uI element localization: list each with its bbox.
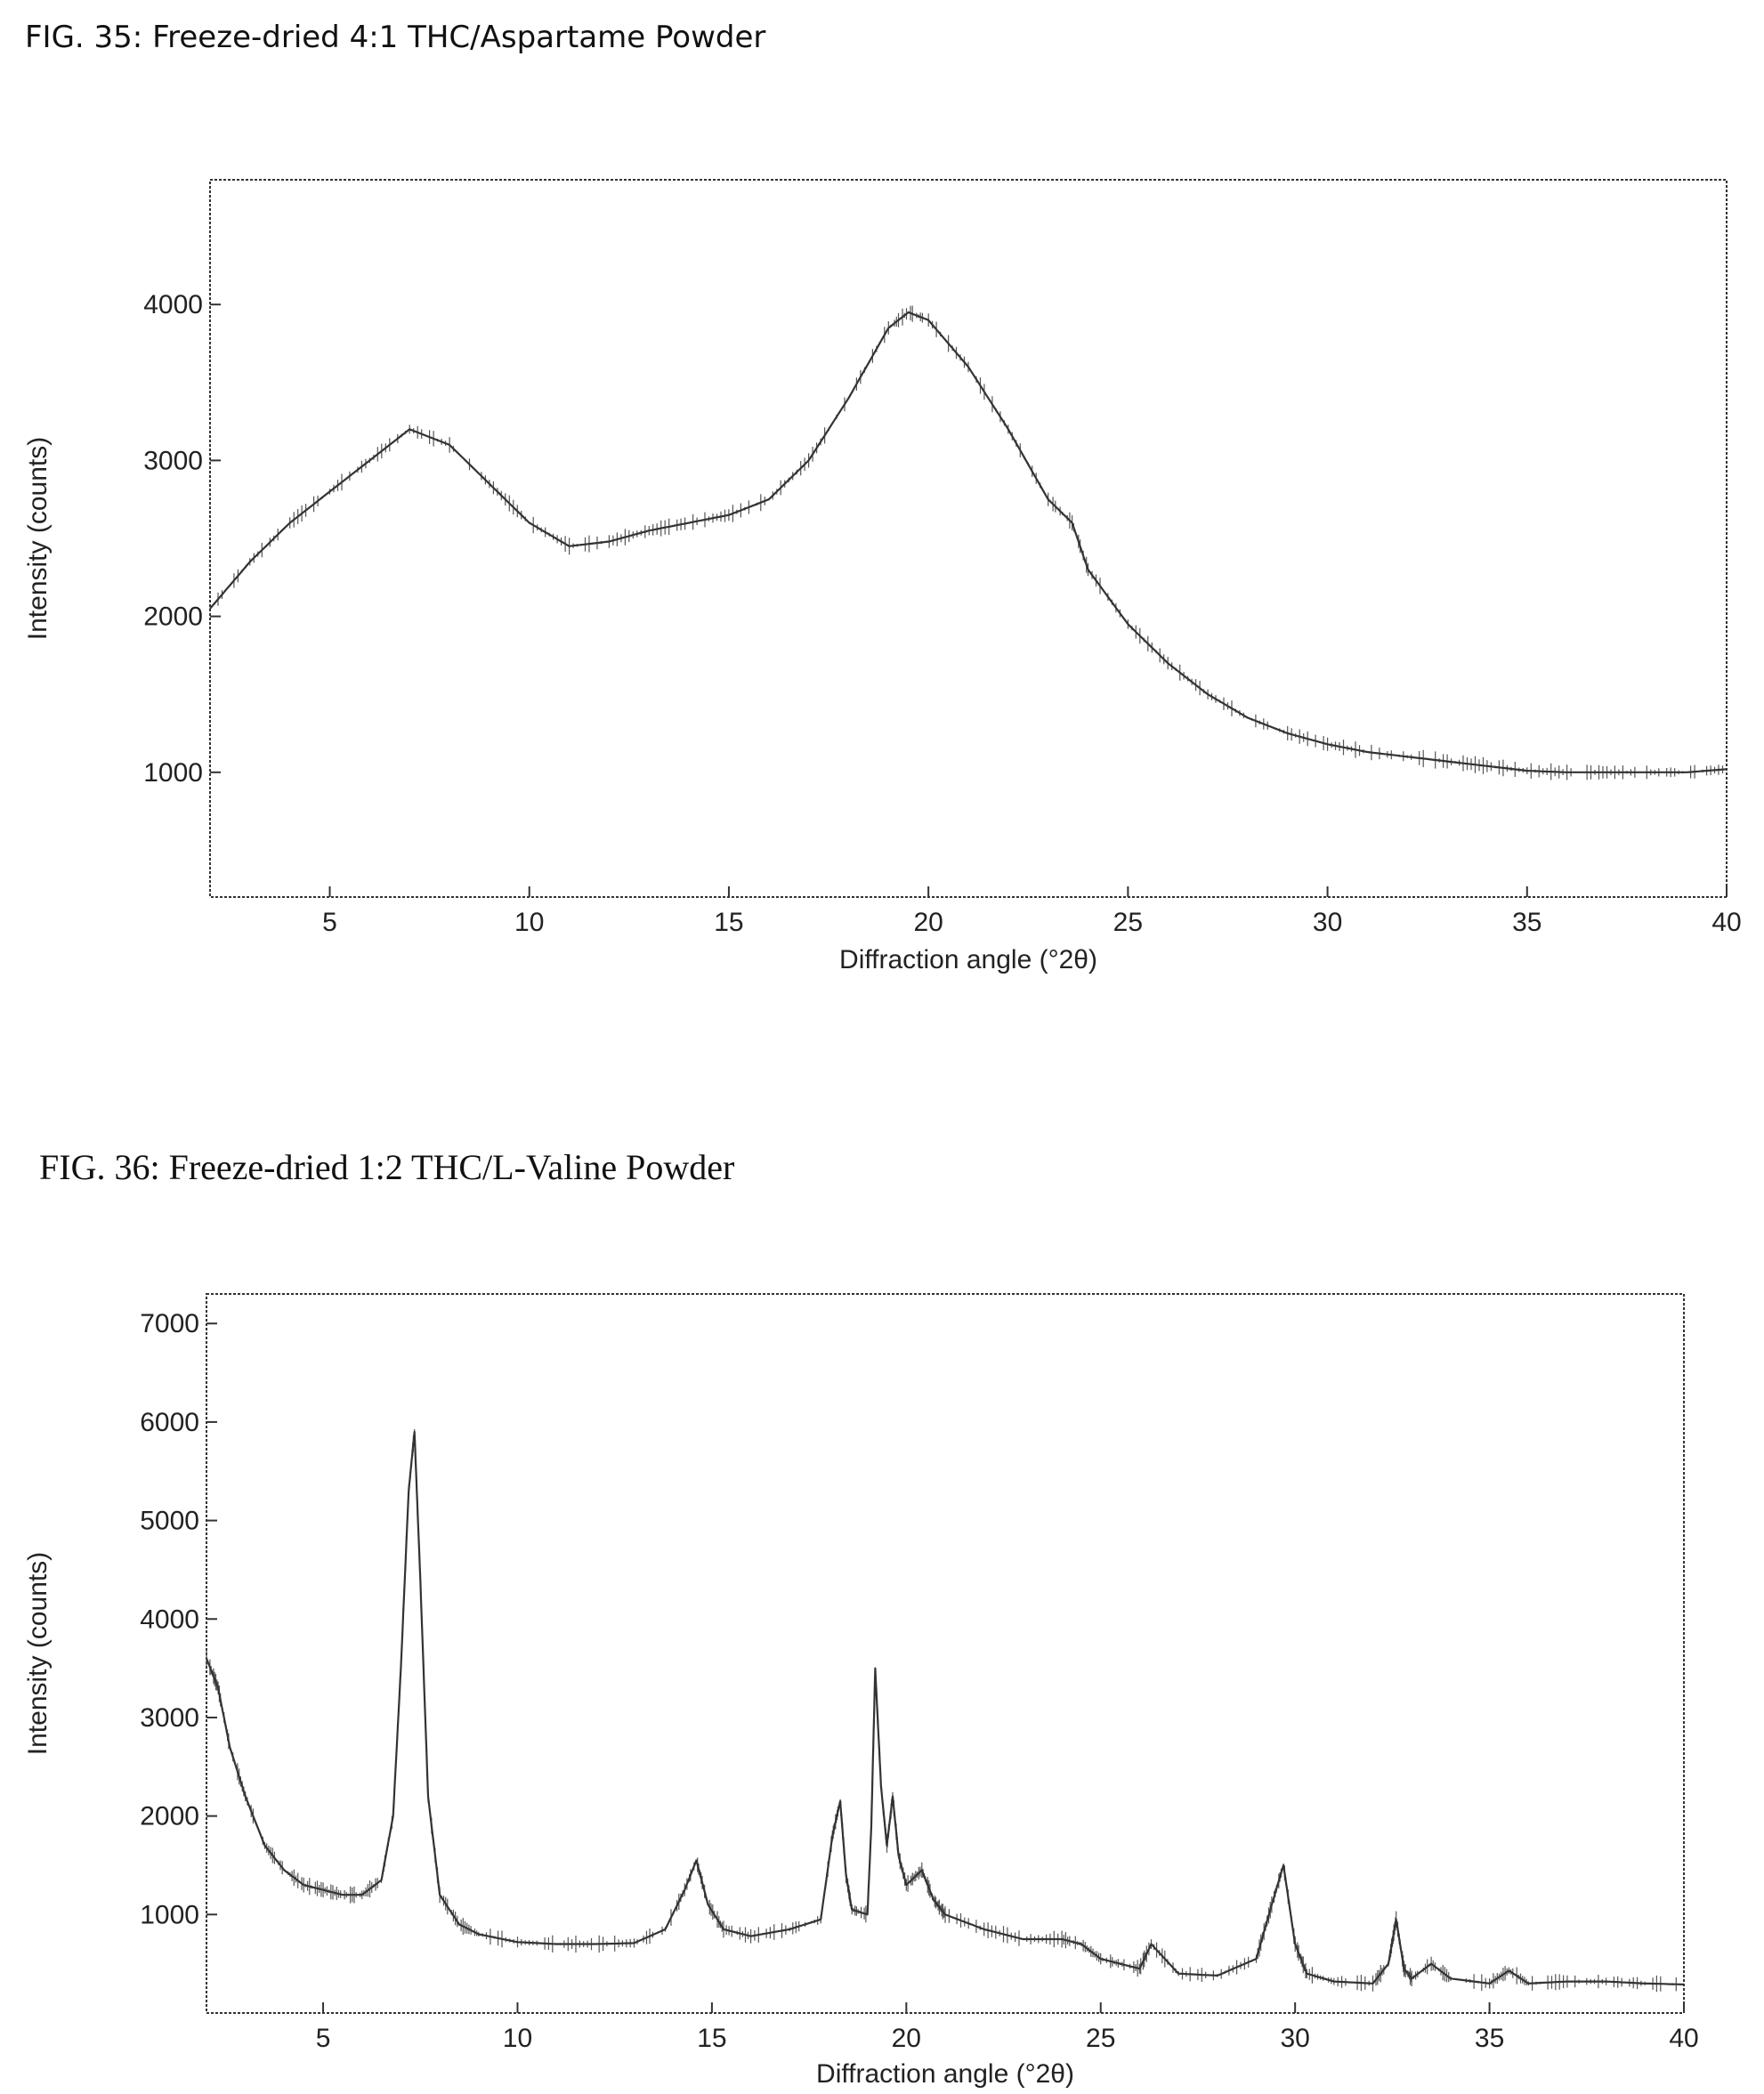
y-tick-label: 1000 [140,1900,199,1929]
x-tick-label: 30 [1313,908,1342,937]
x-tick-label: 10 [514,908,544,937]
x-tick-label: 40 [1711,908,1741,937]
x-tick-label: 15 [697,2024,726,2053]
x-tick-label: 30 [1280,2024,1309,2053]
x-tick-label: 40 [1669,2024,1698,2053]
y-tick-label: 3000 [143,446,203,475]
x-tick-label: 5 [322,908,337,937]
x-tick-label: 25 [1113,908,1143,937]
figure-36-title: FIG. 36: Freeze-dried 1:2 THC/L-Valine P… [39,1147,735,1187]
series-line [209,311,1728,773]
y-tick-label: 5000 [140,1507,199,1536]
y-tick-label: 2000 [143,602,203,632]
y-axis-label: Intensity (counts) [23,437,53,640]
y-tick-label: 4000 [143,290,203,319]
y-tick-label: 3000 [140,1703,199,1733]
figure-35-title: FIG. 35: Freeze-dried 4:1 THC/Aspartame … [25,20,766,55]
plot-frame [209,179,1728,898]
x-axis-label: Diffraction angle (°2θ) [816,2059,1074,2089]
x-tick-label: 20 [913,908,943,937]
x-tick-label: 35 [1475,2024,1504,2053]
x-tick-label: 25 [1086,2024,1115,2053]
chart-fig-35: 5 10 15 20 25 30 35 40 1000 2000 3000 4000 Diffracti… [23,179,1742,974]
y-axis-label: Intensity (counts) [23,1552,53,1755]
x-tick-label: 20 [892,2024,921,2053]
y-tick-label: 7000 [140,1309,199,1338]
plot-frame [206,1293,1685,2014]
series-line [205,1430,1685,1985]
x-tick-label: 5 [316,2024,331,2053]
y-tick-label: 6000 [140,1408,199,1437]
series-noise-band [206,1428,1681,1993]
y-tick-label: 4000 [140,1605,199,1634]
y-tick-label: 1000 [143,758,203,788]
y-tick-label: 2000 [140,1802,199,1831]
x-tick-label: 15 [714,908,743,937]
x-tick-label: 35 [1512,908,1541,937]
x-tick-label: 10 [503,2024,532,2053]
x-axis-label: Diffraction angle (°2θ) [839,945,1097,974]
